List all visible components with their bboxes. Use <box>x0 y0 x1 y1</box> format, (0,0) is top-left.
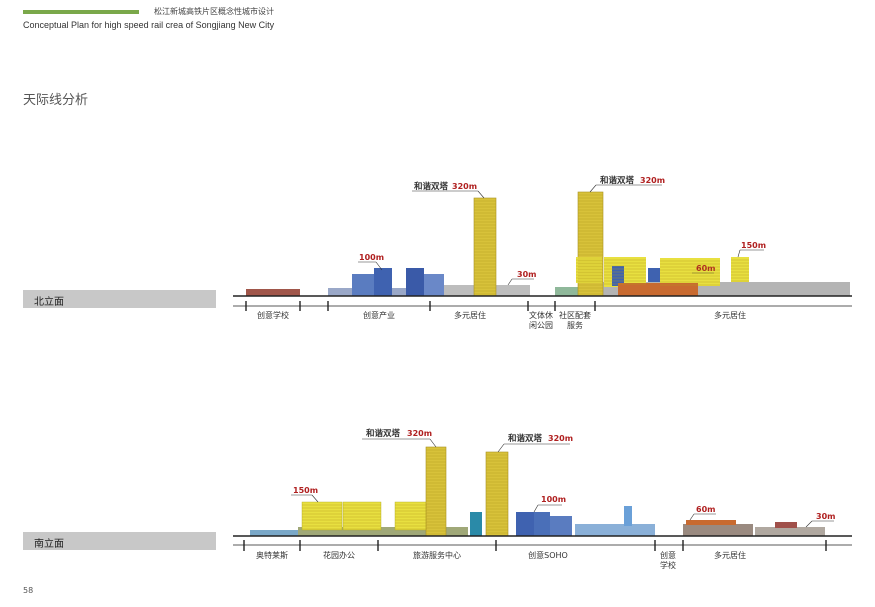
south-skyline <box>233 446 852 537</box>
north-callout-150m: 150m <box>737 241 766 258</box>
callout-name-label: 和谐双塔 <box>600 175 635 186</box>
south-zone-axis: 奥特莱斯 花园办公 旅游服务中心 创意SOHO 创意学校 多元居住 <box>233 540 852 570</box>
south-residential-block <box>775 522 797 528</box>
south-yellow-block <box>342 501 382 531</box>
north-callout-tower2: 和谐双塔 320m <box>589 175 665 193</box>
south-blue-block <box>534 512 550 536</box>
south-callout-100m: 100m <box>533 495 566 513</box>
page-number: 58 <box>23 586 34 595</box>
north-blue-block <box>374 268 392 296</box>
south-callout-60m: 60m <box>689 505 716 521</box>
south-residential-block <box>755 527 825 536</box>
callout-height-label: 100m <box>541 495 566 504</box>
south-outlet-block <box>250 530 298 536</box>
north-callouts: 100m 和谐双塔 320m 30m 和谐双塔 320m 150m 60m <box>358 175 766 286</box>
south-zone-label: 创意SOHO <box>528 550 568 560</box>
north-elevation-label: 北立面 <box>34 297 64 308</box>
south-callout-30m: 30m <box>805 512 835 528</box>
tower-floor-lines <box>302 194 749 535</box>
south-teal-block <box>470 512 482 536</box>
south-twin-tower-1 <box>425 446 447 537</box>
south-zone-label: 旅游服务中心 <box>413 550 461 560</box>
north-callout-tower1: 和谐双塔 320m <box>412 181 485 199</box>
callout-height-label: 100m <box>359 253 384 262</box>
callout-height-label: 320m <box>407 429 432 438</box>
north-blue-block <box>648 268 660 282</box>
south-zone-label: 花园办公 <box>323 550 355 560</box>
callout-height-label: 320m <box>548 434 573 443</box>
header-accent-bar <box>23 10 139 14</box>
north-skyline <box>233 191 852 297</box>
north-callout-60m: 60m <box>692 264 715 274</box>
south-blue-block <box>550 516 572 536</box>
south-elevation-label-bar: 南立面 <box>23 532 216 550</box>
south-zone-label: 奥特莱斯 <box>256 550 288 560</box>
callout-name-label: 和谐双塔 <box>508 433 543 444</box>
north-blue-block <box>424 274 444 296</box>
south-callout-tower2: 和谐双塔 320m <box>497 433 573 453</box>
callout-name-label: 和谐双塔 <box>414 181 449 192</box>
north-yellow-block <box>660 258 720 286</box>
north-orange-block <box>618 283 698 296</box>
north-zone-label: 多元居住 <box>714 310 746 320</box>
callout-height-label: 320m <box>452 182 477 191</box>
callout-name-label: 和谐双塔 <box>366 428 401 439</box>
north-blue-block <box>406 268 424 296</box>
south-blue-block <box>516 512 534 536</box>
north-elevation-label-bar: 北立面 <box>23 290 216 308</box>
south-callouts: 150m 和谐双塔 320m 和谐双塔 320m 100m 60m 30m <box>291 428 835 528</box>
section-title: 天际线分析 <box>23 93 89 108</box>
south-orange-block <box>686 520 736 525</box>
north-school-block <box>246 289 300 296</box>
callout-height-label: 30m <box>816 512 835 521</box>
south-callout-tower1: 和谐双塔 320m <box>362 428 437 448</box>
north-zone-label: 多元居住 <box>454 310 486 320</box>
north-yellow-block <box>731 257 749 282</box>
south-elevation-label: 南立面 <box>34 539 64 550</box>
north-community-block <box>555 287 595 296</box>
south-blue-block <box>624 506 632 526</box>
south-yellow-block <box>301 501 343 531</box>
callout-height-label: 320m <box>640 176 665 185</box>
north-zone-axis: 创意学校 创意产业 多元居住 文体休闲公园 社区配套服务 多元居住 <box>233 301 852 330</box>
south-zone-label-2line: 创意学校 <box>660 550 676 570</box>
south-callout-150m: 150m <box>291 486 319 503</box>
north-zone-label: 创意学校 <box>257 310 289 320</box>
callout-height-label: 150m <box>293 486 318 495</box>
north-twin-tower-1 <box>473 197 497 297</box>
north-zone-label-2line: 文体休闲公园 <box>529 310 553 330</box>
north-callout-30m: 30m <box>507 270 536 286</box>
south-residential-block <box>683 524 753 536</box>
callout-height-label: 60m <box>696 505 715 514</box>
project-title-cn: 松江新城高铁片区概念性城市设计 <box>154 7 274 16</box>
callout-height-label: 60m <box>696 264 715 273</box>
north-zone-label: 创意产业 <box>363 310 395 320</box>
south-zone-label: 多元居住 <box>714 550 746 560</box>
north-callout-100m: 100m <box>358 253 384 271</box>
north-blue-block <box>352 274 374 296</box>
south-low-strip <box>298 527 468 536</box>
project-title-en: Conceptual Plan for high speed rail crea… <box>23 20 275 30</box>
callout-height-label: 150m <box>741 241 766 250</box>
callout-height-label: 30m <box>517 270 536 279</box>
north-zone-label-2line: 社区配套服务 <box>559 310 591 330</box>
south-lightblue-strip <box>575 524 655 536</box>
